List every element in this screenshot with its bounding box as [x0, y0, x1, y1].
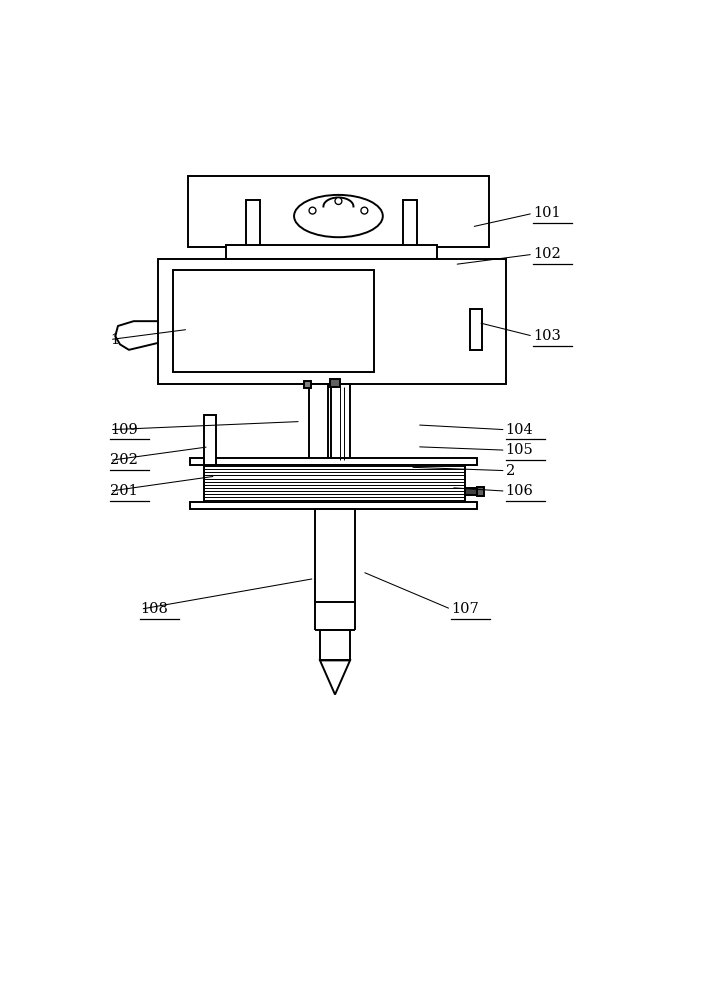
Bar — [204, 465, 465, 502]
Bar — [477, 487, 483, 496]
Text: 108: 108 — [141, 602, 169, 616]
Text: 106: 106 — [506, 484, 533, 498]
Bar — [158, 259, 506, 384]
Bar — [226, 245, 437, 259]
Text: 107: 107 — [451, 602, 479, 616]
Bar — [304, 381, 311, 388]
Bar — [470, 309, 483, 350]
Circle shape — [311, 209, 314, 213]
Text: 1: 1 — [109, 333, 119, 347]
Circle shape — [336, 199, 341, 203]
Bar — [204, 415, 216, 465]
Text: 201: 201 — [109, 484, 137, 498]
Bar — [188, 176, 488, 247]
Text: 101: 101 — [533, 206, 560, 220]
Bar — [315, 509, 355, 602]
Text: 2: 2 — [506, 464, 515, 478]
Text: 103: 103 — [533, 329, 561, 343]
Text: 202: 202 — [109, 453, 138, 467]
Bar — [191, 458, 477, 465]
Circle shape — [335, 198, 342, 204]
Circle shape — [309, 207, 316, 214]
Ellipse shape — [294, 195, 383, 237]
Bar — [246, 200, 260, 247]
Text: 109: 109 — [109, 423, 137, 437]
Polygon shape — [320, 660, 350, 695]
Bar — [465, 488, 477, 495]
Circle shape — [363, 209, 366, 213]
Bar — [191, 502, 477, 509]
Bar — [309, 384, 328, 460]
Bar — [331, 384, 350, 460]
Bar — [330, 379, 341, 387]
Circle shape — [361, 207, 368, 214]
Text: 105: 105 — [506, 443, 533, 457]
Text: 102: 102 — [533, 247, 561, 261]
Bar — [173, 270, 374, 372]
Text: 104: 104 — [506, 423, 533, 437]
Bar — [320, 630, 350, 660]
Bar — [403, 200, 417, 247]
